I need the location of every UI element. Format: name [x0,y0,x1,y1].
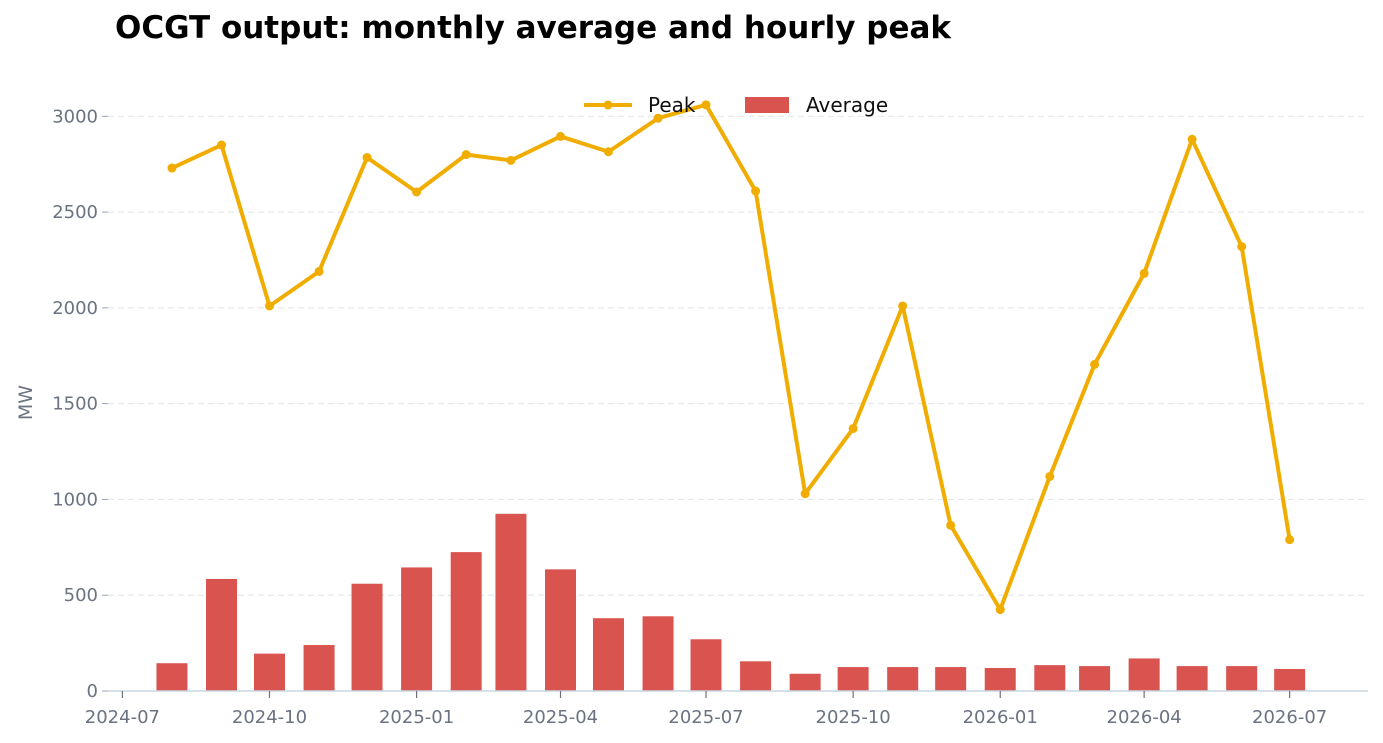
peak-point [362,152,372,162]
peak-point [848,424,858,434]
peak-point [995,605,1005,615]
grid-lines [108,115,1368,596]
average-bar [253,653,285,691]
legend: Peak Average [584,93,888,117]
average-bar [887,667,919,691]
average-bar [789,673,821,691]
y-tick-label: 500 [64,585,98,606]
average-bar [592,618,624,691]
average-bar [837,667,869,691]
peak-point [556,131,566,141]
x-tick-label: 2024-10 [232,707,307,728]
y-tick-label: 2500 [52,202,98,223]
peak-point [314,266,324,276]
average-bar [495,513,527,691]
peak-point [264,301,274,311]
peak-point [653,113,663,123]
y-axis-title: MW [15,385,37,420]
peak-point [1187,134,1197,144]
peak-point [751,186,761,196]
average-bar [935,667,967,691]
peak-point [946,520,956,530]
x-tick-label: 2026-07 [1252,707,1327,728]
average-bar [1034,665,1066,691]
peak-point [1237,242,1247,252]
peak-point [217,140,227,150]
average-bar [351,583,383,691]
x-tick-label: 2026-01 [963,707,1038,728]
peak-point [800,489,810,499]
average-bar [545,569,577,691]
peak-line [169,102,1292,612]
x-tick-label: 2025-04 [523,707,598,728]
peak-point [506,155,516,165]
chart-title: OCGT output: monthly average and hourly … [115,10,952,46]
legend-peak-marker [603,100,613,110]
peak-point [898,301,908,311]
y-tick-label: 0 [87,681,98,702]
x-tick-label: 2025-07 [668,707,743,728]
y-tick-label: 3000 [52,106,98,127]
peak-point [167,163,177,173]
average-bar [642,616,674,691]
axes: 0 500 1000 1500 2000 2500 3000 2024-07 2024-10 20… [15,106,1368,728]
legend-average-label: Average [806,93,888,117]
peak-point [461,150,471,160]
peak-point [1285,535,1295,545]
average-bar [303,645,335,691]
y-tick-label: 2000 [52,298,98,319]
average-bar [740,661,772,691]
legend-peak-label: Peak [648,93,696,117]
average-bar [156,663,188,691]
average-bar [690,639,722,691]
y-tick-label: 1500 [52,394,98,415]
peak-point [603,147,613,157]
average-bar [206,578,238,691]
legend-average-swatch [745,97,789,113]
peak-point [1139,268,1149,278]
average-bar [1128,658,1160,691]
y-tick-label: 1000 [52,489,98,510]
average-bar [984,668,1016,691]
average-bar [450,552,482,691]
x-tick-label: 2024-07 [85,707,160,728]
x-tick-label: 2026-04 [1107,707,1182,728]
peak-point [701,100,711,110]
average-bar [401,567,433,691]
average-bar [1226,666,1258,691]
x-tick-label: 2025-01 [379,707,454,728]
average-bar [1079,666,1111,691]
peak-point [1090,359,1100,369]
peak-point [412,187,422,197]
average-bar [1274,668,1306,691]
x-tick-label: 2025-10 [816,707,891,728]
peak-point [1045,471,1055,481]
peak-line-series [167,100,1295,615]
average-bar [1176,666,1208,691]
average-bars [156,513,1306,691]
